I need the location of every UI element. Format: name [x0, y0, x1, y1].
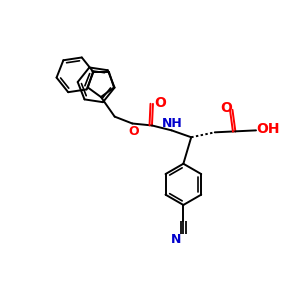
Text: O: O: [220, 101, 232, 115]
Text: N: N: [171, 233, 182, 246]
Text: OH: OH: [256, 122, 280, 136]
Text: NH: NH: [162, 117, 183, 130]
Text: O: O: [128, 125, 139, 138]
Text: O: O: [154, 96, 166, 110]
